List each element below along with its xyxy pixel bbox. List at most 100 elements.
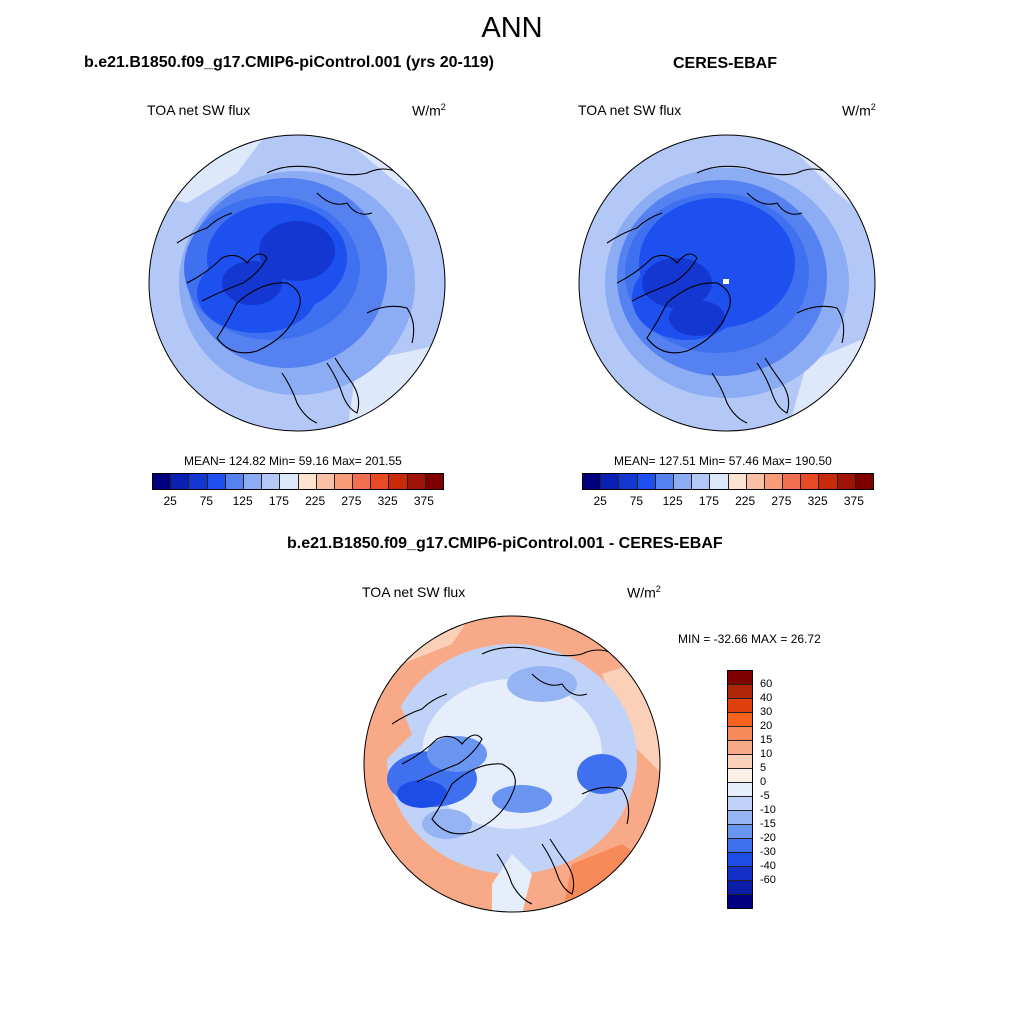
colorbar-tick-label: 175 bbox=[268, 494, 289, 508]
colorbar-tick-label: -40 bbox=[760, 860, 776, 872]
colorbar-tick-label: -10 bbox=[760, 804, 776, 816]
colorbar-swatch bbox=[334, 474, 354, 489]
colorbar-tick-label: 60 bbox=[760, 678, 773, 690]
colorbar-swatch bbox=[764, 474, 784, 489]
top-right-variable: TOA net SW flux bbox=[578, 102, 682, 118]
colorbar-swatch bbox=[728, 867, 752, 881]
colorbar-swatch bbox=[819, 474, 838, 489]
top-right-colorbar-labels: 25 75 125 175 225 275 325 375 bbox=[582, 494, 872, 510]
colorbar-swatch bbox=[728, 699, 752, 713]
colorbar-tick-label: 20 bbox=[760, 720, 773, 732]
colorbar-swatch bbox=[655, 474, 674, 489]
bottom-title: b.e21.B1850.f09_g17.CMIP6-piControl.001 … bbox=[287, 535, 723, 552]
colorbar-swatch bbox=[728, 755, 752, 769]
bottom-units: W/m2 bbox=[627, 584, 661, 601]
colorbar-swatch bbox=[316, 474, 335, 489]
colorbar-swatch bbox=[728, 685, 752, 699]
top-left-colorbar bbox=[152, 473, 444, 490]
colorbar-swatch bbox=[728, 881, 752, 895]
colorbar-swatch bbox=[728, 853, 752, 867]
colorbar-tick-label: -20 bbox=[760, 832, 776, 844]
top-left-colorbar-labels: 25 75 125 175 225 275 325 375 bbox=[152, 494, 442, 510]
colorbar-tick-label: 175 bbox=[698, 494, 719, 508]
colorbar-tick-label: 375 bbox=[413, 494, 434, 508]
bottom-polar-map bbox=[363, 615, 661, 913]
colorbar-swatch bbox=[673, 474, 693, 489]
coastlines bbox=[176, 165, 415, 424]
colorbar-swatch bbox=[801, 474, 820, 489]
colorbar-swatch bbox=[243, 474, 263, 489]
colorbar-tick-label: -60 bbox=[760, 874, 776, 886]
colorbar-swatch bbox=[619, 474, 638, 489]
colorbar-tick-label: 40 bbox=[760, 692, 773, 704]
colorbar-swatch bbox=[728, 797, 752, 811]
bottom-colorbar-labels: 60 40 30 20 15 10 5 0 -5 -10 -15 -20 -30 -40 -60 bbox=[760, 670, 800, 910]
colorbar-tick-label: 275 bbox=[771, 494, 792, 508]
colorbar-swatch bbox=[710, 474, 729, 489]
map-border bbox=[148, 134, 446, 432]
top-right-units: W/m2 bbox=[842, 102, 876, 119]
colorbar-tick-label: -30 bbox=[760, 846, 776, 858]
colorbar-swatch bbox=[225, 474, 244, 489]
colorbar-swatch bbox=[407, 474, 426, 489]
top-left-title: b.e21.B1850.f09_g17.CMIP6-piControl.001 … bbox=[84, 54, 494, 71]
top-left-units: W/m2 bbox=[412, 102, 446, 119]
bottom-variable: TOA net SW flux bbox=[362, 584, 466, 600]
colorbar-swatch bbox=[728, 895, 752, 908]
colorbar-tick-label: 375 bbox=[843, 494, 864, 508]
colorbar-swatch bbox=[583, 474, 602, 489]
colorbar-tick-label: 30 bbox=[760, 706, 773, 718]
colorbar-tick-label: 10 bbox=[760, 748, 773, 760]
colorbar-tick-label: 125 bbox=[232, 494, 253, 508]
bottom-colorbar bbox=[727, 670, 753, 909]
colorbar-swatch bbox=[389, 474, 408, 489]
colorbar-swatch bbox=[280, 474, 299, 489]
colorbar-swatch bbox=[728, 811, 752, 825]
top-left-variable: TOA net SW flux bbox=[147, 102, 251, 118]
colorbar-tick-label: 125 bbox=[662, 494, 683, 508]
colorbar-swatch bbox=[189, 474, 208, 489]
colorbar-swatch bbox=[837, 474, 856, 489]
bottom-stats: MIN = -32.66 MAX = 26.72 bbox=[678, 632, 821, 646]
colorbar-swatch bbox=[601, 474, 620, 489]
main-title: ANN bbox=[481, 12, 543, 44]
colorbar-swatch bbox=[262, 474, 281, 489]
colorbar-tick-label: 25 bbox=[163, 494, 177, 508]
top-right-polar-map bbox=[578, 134, 876, 432]
colorbar-tick-label: -15 bbox=[760, 818, 776, 830]
colorbar-swatch bbox=[637, 474, 656, 489]
colorbar-tick-label: 75 bbox=[199, 494, 214, 508]
colorbar-swatch bbox=[728, 825, 752, 839]
colorbar-swatch bbox=[425, 474, 443, 489]
colorbar-swatch bbox=[728, 839, 752, 853]
colorbar-swatch bbox=[728, 474, 747, 489]
colorbar-swatch bbox=[855, 474, 873, 489]
colorbar-tick-label: 225 bbox=[735, 494, 756, 508]
colorbar-swatch bbox=[371, 474, 390, 489]
colorbar-tick-label: 275 bbox=[341, 494, 362, 508]
colorbar-swatch bbox=[746, 474, 765, 489]
colorbar-swatch bbox=[298, 474, 317, 489]
colorbar-swatch bbox=[728, 783, 752, 797]
colorbar-swatch bbox=[728, 713, 752, 727]
colorbar-tick-label: 25 bbox=[593, 494, 607, 508]
colorbar-tick-label: 325 bbox=[807, 494, 828, 508]
colorbar-swatch bbox=[353, 474, 372, 489]
top-right-stats: MEAN= 127.51 Min= 57.46 Max= 190.50 bbox=[614, 454, 832, 468]
colorbar-tick-label: 225 bbox=[305, 494, 326, 508]
colorbar-swatch bbox=[728, 741, 752, 755]
colorbar-swatch bbox=[783, 474, 802, 489]
colorbar-swatch bbox=[728, 727, 752, 741]
colorbar-tick-label: -5 bbox=[760, 790, 770, 802]
top-right-colorbar bbox=[582, 473, 874, 490]
top-left-stats: MEAN= 124.82 Min= 59.16 Max= 201.55 bbox=[184, 454, 402, 468]
colorbar-swatch bbox=[207, 474, 226, 489]
colorbar-tick-label: 15 bbox=[760, 734, 773, 746]
colorbar-tick-label: 75 bbox=[629, 494, 644, 508]
colorbar-swatch bbox=[728, 671, 752, 685]
colorbar-swatch bbox=[171, 474, 190, 489]
colorbar-tick-label: 5 bbox=[760, 762, 767, 774]
colorbar-swatch bbox=[728, 769, 752, 783]
top-right-title: CERES-EBAF bbox=[673, 55, 778, 72]
colorbar-tick-label: 0 bbox=[760, 776, 767, 788]
